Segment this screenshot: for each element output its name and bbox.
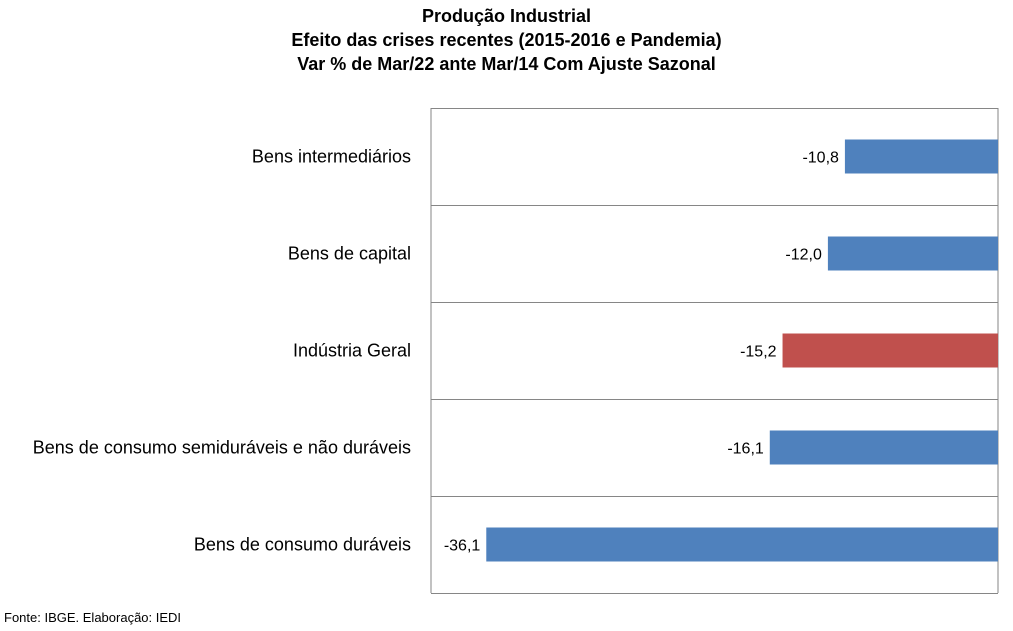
chart-title-block: Produção Industrial Efeito das crises re… [0,4,1013,76]
bar-3 [782,333,998,368]
category-label-1: Bens intermediários [252,147,411,167]
chart-title: Produção Industrial [421,6,592,26]
category-label-3: Indústria Geral [293,341,411,361]
value-label-2: -12,0 [785,247,822,264]
value-label-3: -15,2 [740,344,777,361]
value-label-4: -16,1 [727,441,764,458]
chart-subtitle-line-1: Efeito das crises recentes (2015-2016 e … [291,30,722,50]
bar-2 [827,236,998,271]
value-label-5: -36,1 [444,538,481,555]
value-label-1: -10,8 [802,150,839,167]
bar-1 [844,139,998,174]
bar-4 [769,430,998,465]
category-label-4: Bens de consumo semiduráveis e não duráv… [33,438,411,458]
chart-subtitle-line-2: Var % de Mar/22 ante Mar/14 Com Ajuste S… [297,54,716,74]
bar-5 [486,527,998,562]
source-note: Fonte: IBGE. Elaboração: IEDI [4,610,182,625]
category-label-2: Bens de capital [288,244,411,264]
category-label-5: Bens de consumo duráveis [194,535,411,555]
